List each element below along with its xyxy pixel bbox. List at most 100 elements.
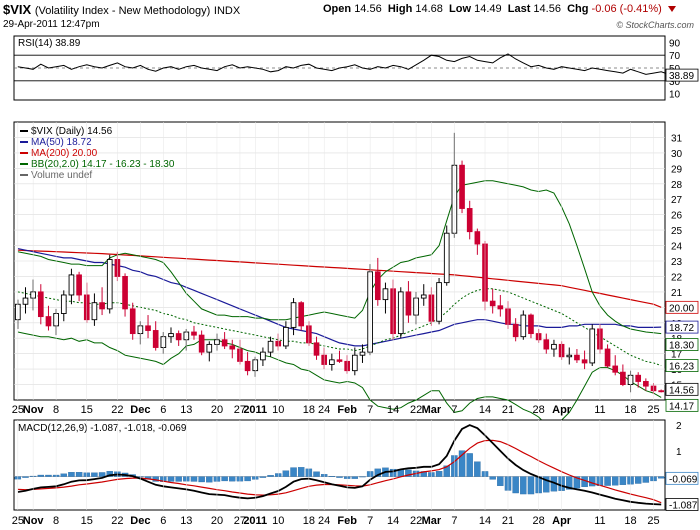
x-tick-label: 27 bbox=[234, 515, 246, 527]
candle-body bbox=[229, 345, 236, 350]
candle-body bbox=[91, 302, 98, 321]
rsi-tick-label: 90 bbox=[669, 38, 681, 49]
x-tick-label: 25 bbox=[12, 515, 24, 527]
high-value: 14.68 bbox=[415, 3, 443, 15]
candle-body bbox=[643, 381, 649, 387]
candle-body bbox=[22, 297, 29, 305]
candle-body bbox=[497, 305, 504, 310]
candle-body bbox=[152, 330, 159, 348]
low-label: Low bbox=[449, 3, 472, 15]
bb-mid-last-label-box bbox=[665, 359, 699, 372]
price-tick-label: 27 bbox=[671, 195, 683, 206]
candle-body bbox=[191, 331, 197, 336]
macd-panel bbox=[13, 419, 666, 511]
x-tick-label: 18 bbox=[303, 515, 315, 527]
macd-signal-line bbox=[17, 439, 662, 504]
candle-body bbox=[405, 291, 412, 316]
x-tick-label: 6 bbox=[160, 515, 166, 527]
chart-header: $VIX (Volatility Index - New Methodology… bbox=[0, 0, 700, 34]
candle-body bbox=[474, 231, 481, 245]
macd-tick-label: 2 bbox=[676, 421, 682, 432]
candle-body bbox=[574, 354, 580, 361]
macd-hist-last-label: -0.069 bbox=[669, 474, 698, 485]
x-tick-label: Feb bbox=[337, 404, 357, 416]
rsi-title: RSI(14) 38.89 bbox=[18, 38, 81, 49]
candle-body bbox=[122, 275, 128, 310]
rsi-line bbox=[17, 53, 677, 76]
last-label: Last bbox=[507, 3, 531, 15]
macd-histogram-bar bbox=[22, 476, 29, 478]
macd-histogram-bar bbox=[604, 476, 611, 486]
macd-histogram-bar bbox=[328, 476, 336, 477]
macd-histogram-bar bbox=[642, 476, 650, 483]
x-tick-label: 22 bbox=[111, 515, 123, 527]
macd-histogram-bar bbox=[497, 476, 504, 486]
price-tick-label: 22 bbox=[671, 272, 683, 283]
ma50-last-label-box bbox=[665, 320, 699, 334]
x-tick-label: 7 bbox=[367, 404, 373, 416]
candle-body bbox=[374, 271, 381, 301]
candle-body bbox=[244, 360, 251, 372]
candle-body bbox=[283, 326, 289, 347]
x-tick-label: Mar bbox=[422, 404, 442, 416]
x-tick-label: Nov bbox=[23, 404, 45, 416]
candle-body bbox=[313, 342, 320, 356]
bb-upper-last-label-box bbox=[665, 338, 699, 351]
macd-histogram-bar bbox=[527, 476, 535, 495]
x-tick-label: 24 bbox=[318, 515, 330, 527]
macd-histogram-bar bbox=[313, 471, 320, 477]
x-tick-label: Dec bbox=[130, 515, 150, 527]
x-tick-label: 20 bbox=[211, 515, 223, 527]
macd-histogram-bar bbox=[351, 476, 359, 479]
macd-histogram-bar bbox=[520, 476, 527, 495]
candle-body bbox=[106, 259, 113, 310]
candle-body bbox=[351, 354, 358, 372]
macd-histogram-bar bbox=[175, 476, 182, 482]
candle-body bbox=[566, 354, 573, 358]
x-tick-label: 27 bbox=[234, 404, 246, 416]
x-tick-label: 15 bbox=[81, 515, 93, 527]
x-tick-label: 18 bbox=[303, 404, 315, 416]
x-tick-label: 22 bbox=[111, 404, 123, 416]
x-tick-label: Apr bbox=[552, 404, 572, 416]
candle-body bbox=[99, 302, 105, 310]
x-tick-label: 7 bbox=[451, 515, 457, 527]
x-tick-label: 20 bbox=[211, 404, 223, 416]
x-tick-label: 14 bbox=[387, 404, 399, 416]
bb-upper-last-label: 18.30 bbox=[669, 341, 694, 352]
x-tick-label: 6 bbox=[160, 404, 166, 416]
candle-body bbox=[206, 343, 213, 353]
macd-histogram-bar bbox=[405, 469, 412, 477]
candle-body bbox=[420, 294, 427, 299]
macd-histogram-bar bbox=[106, 471, 113, 477]
chg-value: -0.06 (-0.41%) bbox=[591, 3, 662, 15]
macd-histogram-bar bbox=[543, 476, 550, 493]
macd-histogram-bar bbox=[190, 476, 198, 482]
chart-title: $VIX (Volatility Index - New Methodology… bbox=[3, 2, 240, 17]
price-tick-label: 30 bbox=[671, 149, 683, 160]
candle-body bbox=[45, 316, 52, 327]
macd-tick-label: 1 bbox=[676, 447, 682, 458]
bb-lower-last-label-box bbox=[665, 398, 699, 412]
x-tick-label: 28 bbox=[533, 404, 545, 416]
ma50-last-label: 18.72 bbox=[669, 323, 694, 334]
x-tick-label: 28 bbox=[533, 515, 545, 527]
candle-body bbox=[37, 291, 44, 318]
macd-histogram-bar bbox=[221, 476, 228, 482]
candle-body bbox=[466, 208, 473, 233]
rsi-last-label: 38.89 bbox=[669, 71, 694, 82]
candle-body bbox=[528, 314, 534, 335]
price-tick-label: 21 bbox=[671, 288, 683, 299]
high-label: High bbox=[387, 3, 413, 15]
candle-body bbox=[543, 339, 550, 350]
x-tick-label: 21 bbox=[502, 404, 514, 416]
symbol-name: (Volatility Index - New Methodology) bbox=[34, 5, 211, 17]
close-last-label: 14.56 bbox=[669, 385, 694, 396]
macd-hist-last-label-box bbox=[665, 471, 699, 485]
rsi-tick-label: 70 bbox=[669, 51, 681, 62]
candle-body bbox=[298, 302, 305, 327]
rsi-tick-label: 30 bbox=[669, 77, 681, 88]
macd-title: MACD(12,26,9) -1.087, -1.018, -0.069 bbox=[18, 423, 187, 434]
price-tick-label: 28 bbox=[671, 180, 683, 191]
candle-body bbox=[520, 314, 527, 338]
